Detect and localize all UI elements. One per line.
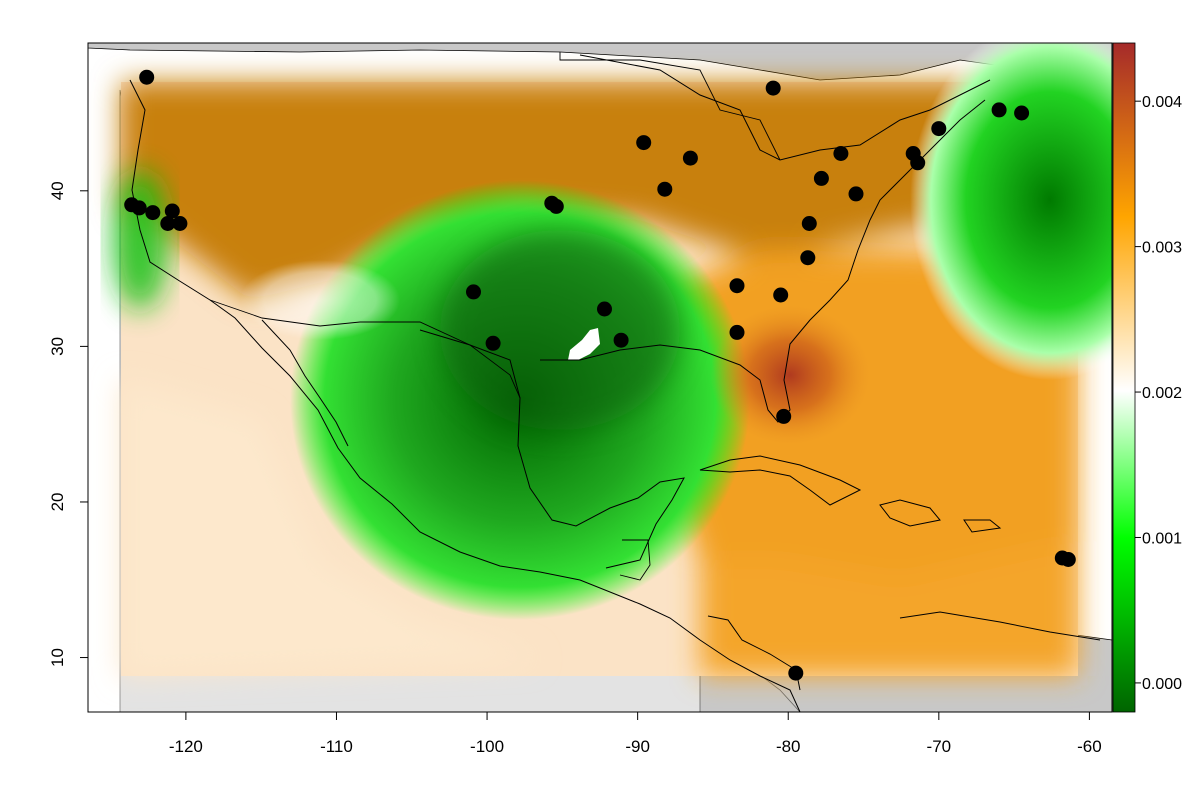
y-tick-label: 30 bbox=[48, 337, 67, 356]
y-axis: 10 20 30 40 bbox=[48, 181, 89, 667]
x-axis: -120 -110 -100 -90 -80 -70 -60 bbox=[169, 711, 1102, 756]
station-point bbox=[485, 335, 501, 351]
station-point bbox=[466, 284, 481, 300]
station-point bbox=[164, 203, 180, 219]
station-point bbox=[800, 250, 816, 266]
coastlines bbox=[129, 54, 1101, 712]
x-tick-label: -120 bbox=[169, 737, 203, 756]
colorbar-tick-label: 0.001 bbox=[1142, 530, 1182, 547]
station-point bbox=[657, 181, 673, 197]
y-tick-label: 40 bbox=[48, 181, 67, 200]
colorbar: 0.000 0.001 0.002 0.003 0.004 bbox=[1112, 42, 1182, 713]
station-point bbox=[145, 205, 161, 221]
interpolated-field bbox=[112, 43, 1112, 676]
station-point bbox=[910, 155, 926, 171]
station-point bbox=[848, 186, 864, 202]
station-point bbox=[801, 216, 817, 231]
x-tick-label: -80 bbox=[776, 737, 801, 756]
station-point bbox=[160, 216, 176, 231]
station-point bbox=[682, 150, 698, 166]
y-tick-label: 10 bbox=[48, 648, 67, 667]
colorbar-tick-label: 0.004 bbox=[1142, 94, 1182, 111]
station-point bbox=[131, 200, 147, 216]
station-point bbox=[833, 146, 849, 161]
colorbar-tick-label: 0.003 bbox=[1142, 240, 1182, 257]
colorbar-tick-label: 0.000 bbox=[1142, 676, 1182, 693]
y-tick-label: 20 bbox=[48, 493, 67, 512]
colorbar-tick-label: 0.002 bbox=[1142, 385, 1182, 402]
station-point bbox=[788, 665, 804, 681]
station-point bbox=[139, 69, 155, 85]
station-point bbox=[773, 287, 789, 303]
station-point bbox=[765, 80, 781, 96]
x-tick-label: -110 bbox=[320, 737, 353, 756]
station-point bbox=[613, 332, 629, 348]
state-borders bbox=[209, 52, 781, 581]
station-point bbox=[776, 408, 792, 424]
station-point bbox=[991, 102, 1007, 118]
station-point bbox=[729, 324, 745, 340]
station-point bbox=[813, 170, 829, 186]
station-point bbox=[548, 198, 564, 214]
station-point bbox=[729, 278, 745, 294]
station-points bbox=[124, 69, 1076, 681]
colorbar-ticks: 0.000 0.001 0.002 0.003 0.004 bbox=[1135, 94, 1182, 693]
x-tick-label: -90 bbox=[625, 737, 650, 756]
station-point bbox=[636, 135, 652, 151]
station-point bbox=[931, 121, 947, 137]
station-point bbox=[1060, 552, 1076, 567]
colorbar-ramp bbox=[1113, 43, 1135, 712]
station-point bbox=[597, 301, 612, 317]
x-tick-label: -100 bbox=[470, 737, 504, 756]
station-point bbox=[172, 216, 188, 231]
station-point bbox=[1014, 105, 1030, 121]
x-tick-label: -60 bbox=[1077, 737, 1102, 756]
x-tick-label: -70 bbox=[927, 737, 952, 756]
masked-patch bbox=[568, 328, 600, 360]
